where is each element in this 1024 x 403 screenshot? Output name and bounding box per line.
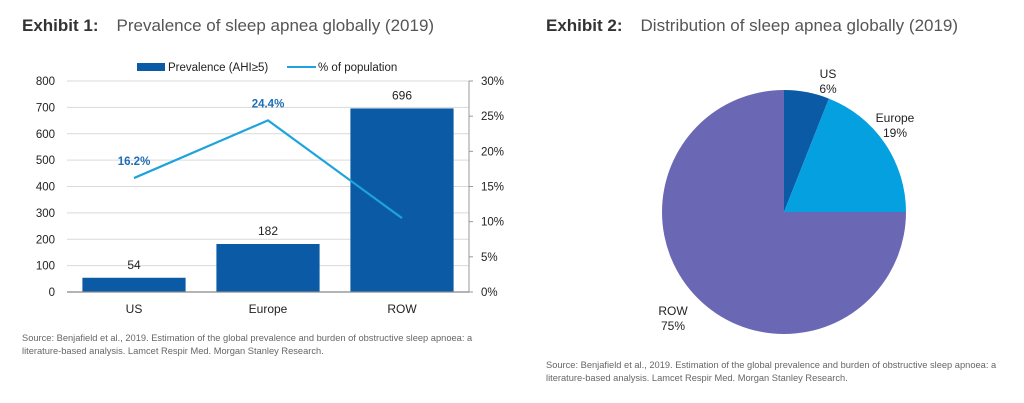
pie-slices: [662, 90, 906, 334]
exhibit-2-source: Source: Benjafield et al., 2019. Estimat…: [546, 360, 997, 383]
y2-tick-label: 20%: [481, 146, 504, 158]
y-tick-label: 100: [36, 261, 55, 273]
y-tick-label: 300: [36, 208, 55, 220]
y-tick-label: 600: [36, 129, 55, 141]
gridlines: [67, 80, 469, 267]
y-tick-label: 400: [36, 182, 55, 194]
pie-slice-us: [784, 90, 829, 212]
legend: Prevalence (AHI≥5) % of population: [137, 62, 397, 74]
bar-row: [350, 108, 454, 293]
bar-europe: [216, 243, 320, 292]
y2-tick-label: 30%: [481, 76, 504, 88]
x-tick-label: Europe: [249, 302, 288, 316]
exhibit-2-number: Exhibit 2:: [546, 16, 623, 35]
pie-percent-label: 75%: [661, 319, 685, 333]
y-tick-label: 700: [36, 102, 55, 114]
y2-tick-label: 15%: [481, 182, 504, 194]
legend-swatch-prevalence: [137, 63, 165, 71]
exhibit-2-title-text: Distribution of sleep apnea globally (20…: [640, 16, 959, 35]
bar-value-label: 54: [127, 258, 141, 272]
exhibit-1-title: Exhibit 1: Prevalence of sleep apnea glob…: [22, 16, 434, 36]
bar-value-label: 696: [392, 88, 412, 102]
y-tick-label: 800: [36, 76, 55, 88]
percent-line: [133, 119, 403, 220]
x-tick-label: US: [126, 302, 143, 316]
pie-percent-label: 19%: [883, 126, 907, 140]
line-value-label: 24.4%: [252, 98, 285, 110]
bars: [82, 108, 454, 293]
pie-slice-europe: [784, 98, 906, 212]
prevalence-bar-line-chart: 0 100 200 300 400 500 600 700 800 0% 5% 10% 15% 20% 25…: [36, 62, 504, 316]
line-value-label: 16.2%: [118, 156, 151, 168]
exhibit-1-number: Exhibit 1:: [22, 16, 99, 35]
y-tick-label: 200: [36, 234, 55, 246]
x-tick-label: ROW: [387, 302, 417, 316]
labels: 54 182 696 16.2% 24.4%: [118, 88, 413, 271]
pie-category-label: US: [820, 67, 837, 81]
exhibit-2-title: Exhibit 2: Distribution of sleep apnea gl…: [546, 16, 958, 36]
exhibit-1-title-text: Prevalence of sleep apnea globally (2019…: [116, 16, 435, 35]
pie-category-label: Europe: [876, 111, 915, 125]
y2-tick-label: 5%: [481, 252, 498, 264]
y2-tick-label: 25%: [481, 111, 504, 123]
y-tick-label: 500: [36, 155, 55, 167]
pie-category-label: ROW: [658, 304, 688, 318]
bar-us: [82, 277, 186, 292]
y-tick-label: 0: [49, 287, 55, 299]
y2-tick-label: 0%: [481, 287, 498, 299]
exhibit-1-source: Source: Benjafield et al., 2019. Estimat…: [22, 333, 473, 356]
axes: 0 100 200 300 400 500 600 700 800 0% 5% 10% 15% 20% 25…: [36, 76, 504, 316]
legend-label-prevalence: Prevalence (AHI≥5): [168, 62, 268, 74]
percent-line-path: [133, 119, 403, 220]
y2-tick-label: 10%: [481, 217, 504, 229]
pie-slice-row: [662, 90, 906, 334]
legend-label-population: % of population: [318, 62, 397, 74]
pie-percent-label: 6%: [819, 82, 837, 96]
bar-value-label: 182: [258, 224, 278, 238]
